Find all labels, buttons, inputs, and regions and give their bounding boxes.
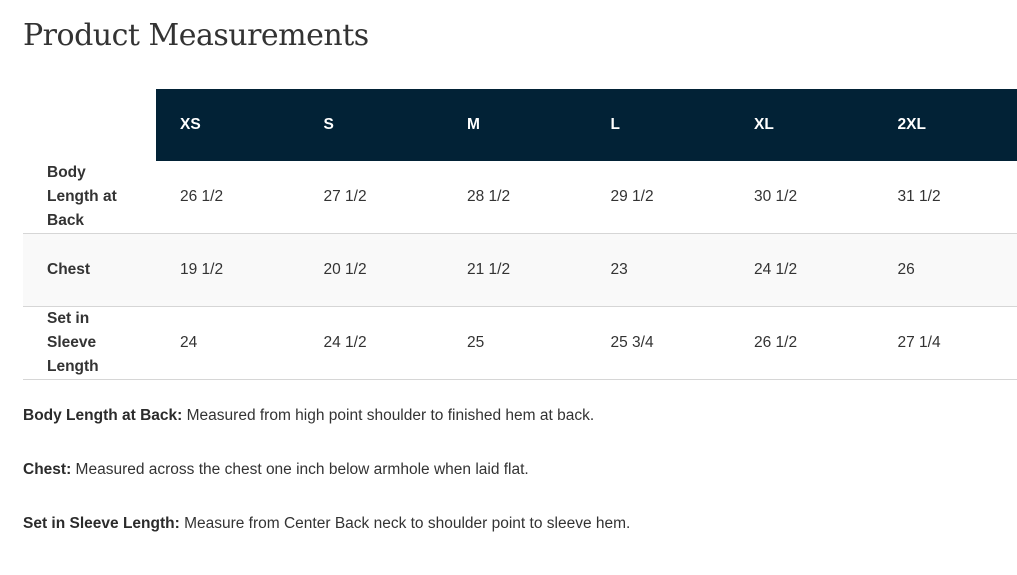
table-cell: 29 1/2 <box>610 188 654 205</box>
table-cell: 23 <box>610 261 628 278</box>
table-cell: 26 1/2 <box>180 188 224 205</box>
table-cell: 21 1/2 <box>467 261 511 278</box>
table-row: Set in Sleeve Length 24 24 1/2 25 25 3/4… <box>23 307 1017 380</box>
table-cell: 24 1/2 <box>754 261 798 278</box>
note-body-length: Body Length at Back: Measured from high … <box>23 407 594 425</box>
size-header: 2XL <box>897 116 926 133</box>
size-header: M <box>467 116 480 133</box>
note-chest: Chest: Measured across the chest one inc… <box>23 461 529 479</box>
table-cell: 24 <box>180 334 198 351</box>
row-label: Set in Sleeve Length <box>47 310 99 375</box>
table-header-row: XS S M L XL 2XL <box>23 89 1017 161</box>
table-cell: 28 1/2 <box>467 188 511 205</box>
table-cell: 25 <box>467 334 485 351</box>
row-label: Body Length at Back <box>47 164 117 229</box>
note-sleeve-length: Set in Sleeve Length: Measure from Cente… <box>23 515 630 533</box>
table-cell: 19 1/2 <box>180 261 224 278</box>
table-cell: 25 3/4 <box>610 334 654 351</box>
table-cell: 26 1/2 <box>754 334 798 351</box>
table-cell: 27 1/4 <box>897 334 941 351</box>
table-cell: 31 1/2 <box>897 188 941 205</box>
size-header: XS <box>180 116 201 133</box>
table-cell: 20 1/2 <box>323 261 367 278</box>
note-text: Measured from high point shoulder to fin… <box>182 407 595 424</box>
size-header: S <box>323 116 334 133</box>
note-text: Measured across the chest one inch below… <box>71 461 529 478</box>
page-title: Product Measurements <box>23 18 369 53</box>
table-cell: 27 1/2 <box>323 188 367 205</box>
table-cell: 24 1/2 <box>323 334 367 351</box>
table-row: Chest 19 1/2 20 1/2 21 1/2 23 24 1/2 26 <box>23 234 1017 307</box>
table-cell: 30 1/2 <box>754 188 798 205</box>
note-term: Set in Sleeve Length: <box>23 515 180 532</box>
note-text: Measure from Center Back neck to shoulde… <box>179 515 631 532</box>
note-term: Body Length at Back: <box>23 407 183 424</box>
measurements-table: XS S M L XL 2XL Body Length at Back 26 1… <box>23 89 1017 380</box>
size-header: XL <box>754 116 774 133</box>
row-label: Chest <box>47 261 91 278</box>
table-row: Body Length at Back 26 1/2 27 1/2 28 1/2… <box>23 161 1017 234</box>
table-cell: 26 <box>897 261 915 278</box>
size-header: L <box>610 116 620 133</box>
note-term: Chest: <box>23 461 72 478</box>
